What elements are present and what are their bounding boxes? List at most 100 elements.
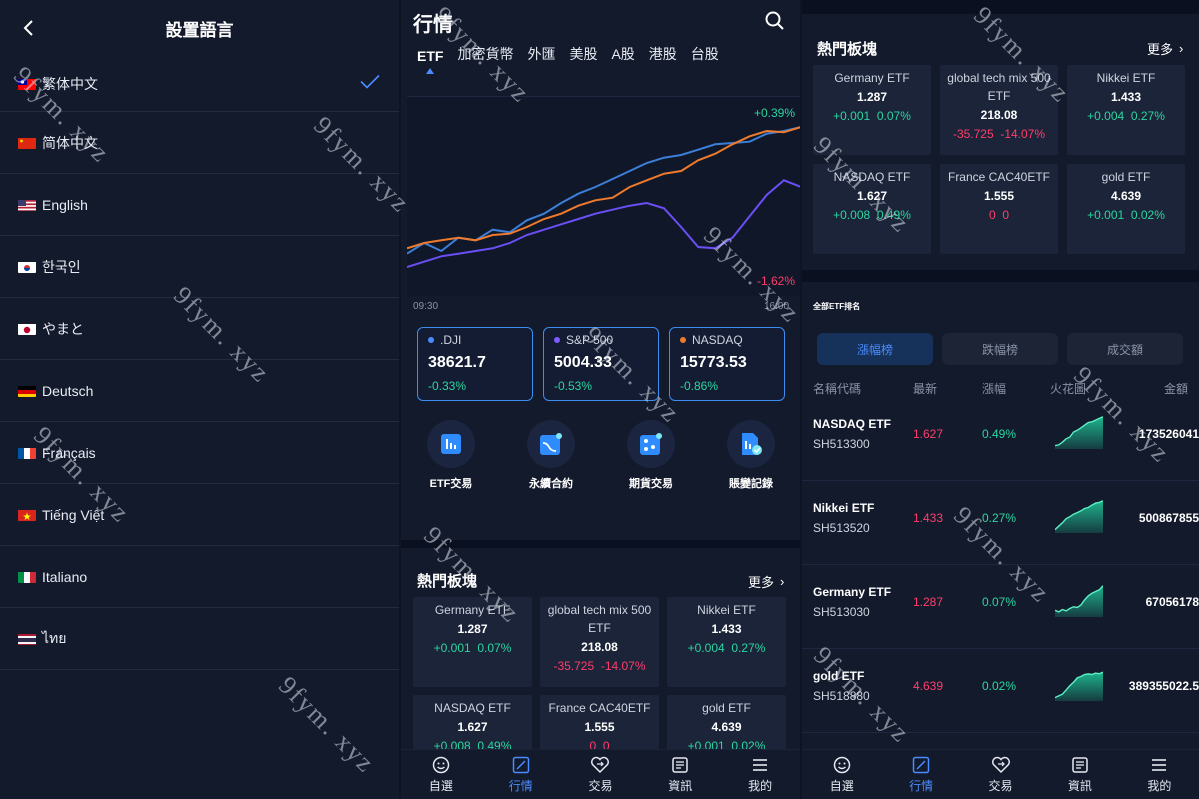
hot-sector-name: Germany ETF [834,71,910,85]
taiwan-flag-icon [18,78,36,90]
tab-5[interactable]: 港股 [648,46,677,62]
smiley-icon [431,756,451,774]
index-card[interactable]: NASDAQ 15773.53 -0.86% [669,327,785,401]
row-amount: 500867855 [1138,511,1199,525]
table-row[interactable]: NASDAQ ETF SH513300 1.627 0.49% 173526041 [802,397,1199,481]
language-item[interactable]: ไทย [0,608,399,670]
page-title: 行情 [413,14,453,36]
tabbar-item-2[interactable]: 交易 [961,750,1040,799]
language-label: Français [42,444,96,461]
chevron-left-icon[interactable] [18,16,38,40]
index-change: -0.53% [554,379,593,393]
separator [1124,109,1131,123]
index-card[interactable]: .DJI 38621.7 -0.33% [417,327,533,401]
tabbar-item-4[interactable]: 我的 [720,750,800,799]
news-icon [1070,756,1090,774]
segment-2[interactable]: 成交額 [1067,333,1183,365]
tabbar-label: 行情 [508,779,533,793]
hot-sector-value: 4.639 [1110,189,1142,203]
language-header: 設置語言 [0,0,399,56]
index-name: NASDAQ [680,333,774,347]
row-code: SH513520 [813,521,870,535]
segment-1[interactable]: 跌幅榜 [942,333,1058,365]
japan-flag-icon [18,323,36,335]
menu-icon [750,756,770,774]
separator [870,109,877,123]
table-row[interactable]: Germany ETF SH513030 1.287 0.07% 67056178 [802,565,1199,649]
quick-action-button[interactable]: ETF交易 [411,420,491,491]
language-screen: 設置語言 繁体中文简体中文 English 한국인 やまと Deutsch Françai… [0,0,399,799]
hot-sector-value: 4.639 [711,720,742,734]
row-code: SH518880 [813,689,870,703]
tabbar-item-2[interactable]: 交易 [561,750,641,799]
hot-sector-change: 0 0 [540,739,659,753]
language-item[interactable]: Deutsch [0,360,399,422]
table-row[interactable]: Nikkei ETF SH513520 1.433 0.27% 500867855 [802,481,1199,565]
language-item[interactable]: Italiano [0,546,399,608]
series-dot [680,337,686,343]
table-row[interactable]: gold ETF SH518880 4.639 0.02% 389355022.5 [802,649,1199,733]
tab-0[interactable]: ETF [417,48,443,74]
tabbar-item-1[interactable]: 行情 [881,750,960,799]
language-item[interactable]: English [0,174,399,236]
hot-sector-change-pct: 0.27% [731,641,766,655]
tabbar-item-3[interactable]: 資訊 [1040,750,1119,799]
language-label: Deutsch [42,382,94,399]
column-header: 名稱代碼 [813,382,862,396]
hot-sector-card[interactable]: global tech mix 500 ETF 218.08 -35.725 -14… [940,65,1058,155]
section-divider [401,540,800,548]
language-item[interactable]: Tiếng Việt [0,484,399,546]
tabbar-item-4[interactable]: 我的 [1120,750,1199,799]
search-icon[interactable] [764,10,786,32]
more-link[interactable]: 更多 › [748,572,784,591]
language-item[interactable]: 繁体中文 [0,56,399,112]
language-item[interactable]: やまと [0,298,399,360]
row-amount: 67056178 [1145,595,1199,609]
tabbar-item-3[interactable]: 資訊 [640,750,720,799]
index-card[interactable]: S&P 500 5004.33 -0.53% [543,327,659,401]
hot-sector-card[interactable]: NASDAQ ETF 1.627 +0.008 0.49% [813,164,931,254]
language-label: ไทย [42,629,67,646]
language-item[interactable]: Français [0,422,399,484]
chart-square-icon [911,756,931,774]
hot-sector-card[interactable]: France CAC40ETF 1.555 0 0 [940,164,1058,254]
language-item[interactable]: 한국인 [0,236,399,298]
tab-4[interactable]: A股 [611,46,635,62]
section-divider [802,270,1199,282]
hot-sector-card[interactable]: Germany ETF 1.287 +0.001 0.07% [813,65,931,155]
hot-sector-change-value: -35.725 [952,127,994,141]
tabbar-label: 行情 [909,779,934,793]
hot-sector-card[interactable]: Nikkei ETF 1.433 +0.004 0.27% [1067,65,1185,155]
hot-sector-name: gold ETF [702,701,751,715]
check-icon [359,73,381,94]
language-label: 繁体中文 [42,75,98,92]
hot-sector-name: gold ETF [1101,170,1151,184]
index-name-label: .DJI [440,333,462,347]
hot-sector-card[interactable]: gold ETF 4.639 +0.001 0.02% [1067,164,1185,254]
hot-sector-card[interactable]: global tech mix 500 ETF 218.08 -35.725 -14… [540,597,659,687]
tabbar-label: 資訊 [1067,779,1092,793]
tabbar-item-1[interactable]: 行情 [481,750,561,799]
hot-sector-card[interactable]: Nikkei ETF 1.433 +0.004 0.27% [667,597,786,687]
language-label: Tiếng Việt [42,506,105,523]
separator [1124,208,1131,222]
sparkline [1054,415,1104,454]
index-name: .DJI [428,333,522,347]
tabbar-item-0[interactable]: 自選 [802,750,881,799]
tab-2[interactable]: 外匯 [527,46,556,62]
tabbar-item-0[interactable]: 自選 [401,750,481,799]
quick-action-button[interactable]: 永續合約 [511,420,591,491]
quick-action-button[interactable]: 期貨交易 [611,420,691,491]
tab-6[interactable]: 台股 [690,46,719,62]
hot-sector-card[interactable]: Germany ETF 1.287 +0.001 0.07% [413,597,532,687]
segment-0[interactable]: 漲幅榜 [817,333,933,365]
index-change: -0.86% [680,379,719,393]
more-link[interactable]: 更多 › [1147,39,1183,58]
tab-3[interactable]: 美股 [569,46,598,62]
tab-1[interactable]: 加密貨幣 [457,46,514,62]
language-item[interactable]: 简体中文 [0,112,399,174]
quick-action-button[interactable]: 賬變記錄 [711,420,791,491]
usa-flag-icon [18,199,36,211]
language-label: やまと [42,320,84,337]
